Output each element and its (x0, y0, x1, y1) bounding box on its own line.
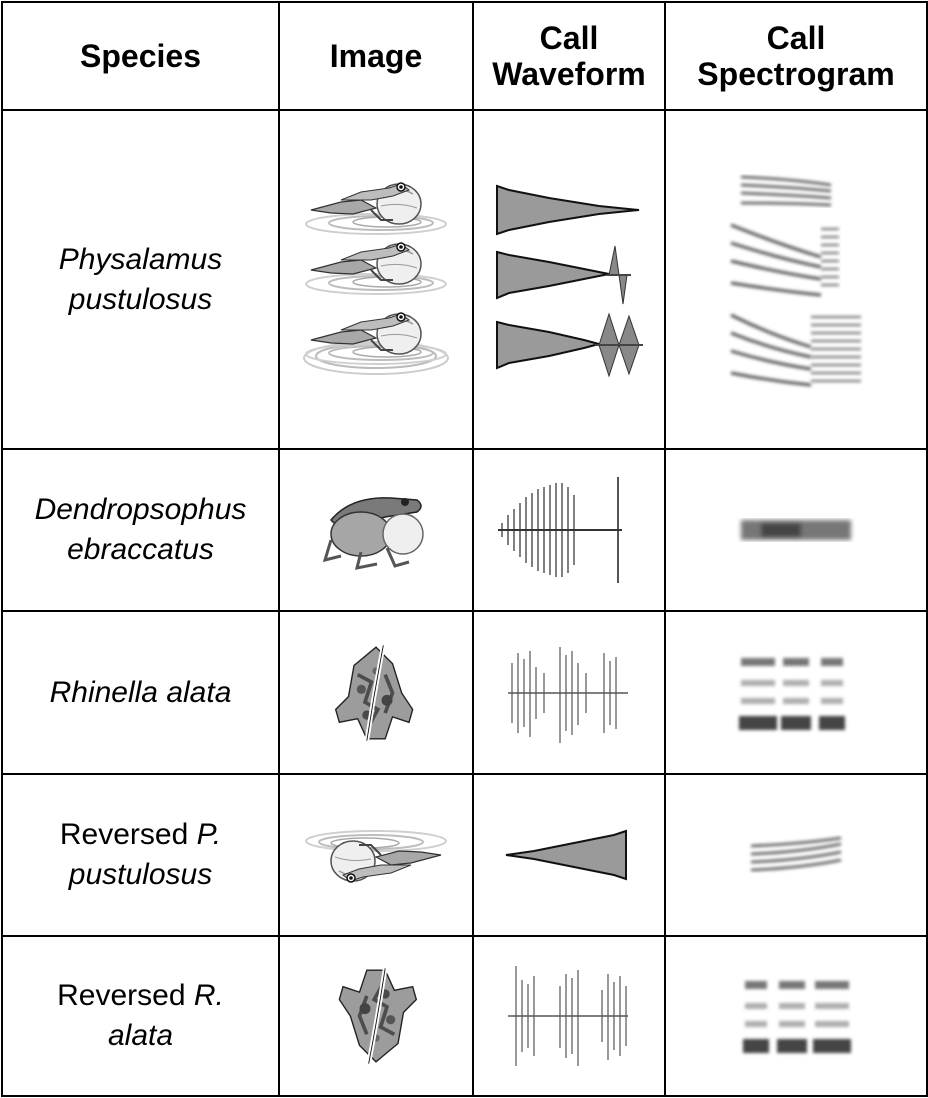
frog-side-calling-reversed-icon (305, 830, 447, 883)
image-cell-reversed-rhinella (278, 935, 474, 1097)
waveform-reversed-whine (505, 829, 627, 881)
species-cell-rhinella: Rhinella alata (1, 610, 280, 775)
row-rhinella: Rhinella alata (1, 610, 928, 775)
spectrogram-cell-reversed-rhinella (664, 935, 928, 1097)
species-name: Rhinella alata (49, 675, 232, 709)
row-reversed-physalamus: Reversed P. pustulosus (1, 773, 928, 937)
header-image: Image (278, 1, 474, 111)
spectrogram-cell-dendropsophus (664, 448, 928, 612)
waveform-whine-two-chucks (496, 311, 643, 378)
toad-top-view-icon (321, 633, 431, 753)
waveform-reversed-pulse-groups (508, 966, 628, 1066)
row-physalamus: Physalamus pustulosus (1, 109, 928, 450)
spectrogram-cell-physalamus (664, 109, 928, 450)
image-cell-physalamus (278, 109, 474, 450)
species-genus-abbrev: P. (196, 818, 222, 851)
spectrogram-whine-two-chucks (730, 313, 861, 386)
row-reversed-rhinella: Reversed R. alata (1, 935, 928, 1097)
species-name-line2: pustulosus (68, 858, 213, 891)
waveform-cell-dendropsophus (472, 448, 666, 612)
species-cell-physalamus: Physalamus pustulosus (1, 109, 280, 450)
waveform-whine-one-chuck (496, 245, 631, 304)
species-prefix: Reversed (57, 979, 186, 1012)
species-prefix: Reversed (59, 818, 189, 851)
frog-side-calling-icon (303, 311, 449, 375)
header-species-label: Species (80, 38, 201, 74)
spectrogram-reversed-whine (750, 836, 842, 872)
spectrogram-cell-rhinella (664, 610, 928, 775)
waveform-cell-reversed-rhinella (472, 935, 666, 1097)
header-spectrogram-line2: Spectrogram (697, 56, 895, 92)
species-name-line2: pustulosus (68, 282, 213, 316)
species-name-line2: ebraccatus (67, 533, 214, 566)
spectrogram-whine-one-chuck (730, 223, 839, 296)
image-cell-reversed-physalamus (278, 773, 474, 937)
header-species: Species (1, 1, 280, 111)
treefrog-calling-icon (322, 497, 424, 570)
waveform-pulsed (498, 477, 622, 583)
spectrogram-broadband (741, 520, 851, 540)
spectrogram-whine (740, 175, 832, 206)
header-waveform: Call Waveform (472, 1, 666, 111)
spectrogram-reversed-pulse-groups (743, 981, 851, 1053)
waveform-whine (496, 184, 640, 235)
waveform-cell-rhinella (472, 610, 666, 775)
toad-top-view-reversed-icon (321, 956, 431, 1076)
species-genus-abbrev: R. (193, 979, 224, 1012)
frog-side-calling-icon (305, 181, 447, 235)
species-cell-dendropsophus: Dendropsophus ebraccatus (1, 448, 280, 612)
image-cell-dendropsophus (278, 448, 474, 612)
species-cell-reversed-physalamus: Reversed P. pustulosus (1, 773, 280, 937)
header-image-label: Image (329, 38, 423, 74)
image-cell-rhinella (278, 610, 474, 775)
waveform-cell-reversed-physalamus (472, 773, 666, 937)
waveform-pulse-groups (508, 646, 628, 743)
spectrogram-pulse-groups (739, 657, 845, 730)
header-spectrogram-line1: Call (766, 20, 826, 56)
spectrogram-cell-reversed-physalamus (664, 773, 928, 937)
header-spectrogram: Call Spectrogram (664, 1, 928, 111)
species-name-line1: Physalamus (58, 242, 223, 276)
species-cell-reversed-rhinella: Reversed R. alata (1, 935, 280, 1097)
row-dendropsophus: Dendropsophus ebraccatus (1, 448, 928, 612)
header-waveform-line2: Waveform (492, 56, 646, 92)
waveform-cell-physalamus (472, 109, 666, 450)
species-name-line2: alata (107, 1019, 174, 1052)
header-row: Species Image Call Waveform Call Spectrogr… (1, 1, 928, 111)
header-waveform-line1: Call (539, 20, 599, 56)
species-name-line1: Dendropsophus (34, 493, 247, 526)
frog-side-calling-icon (305, 241, 447, 295)
